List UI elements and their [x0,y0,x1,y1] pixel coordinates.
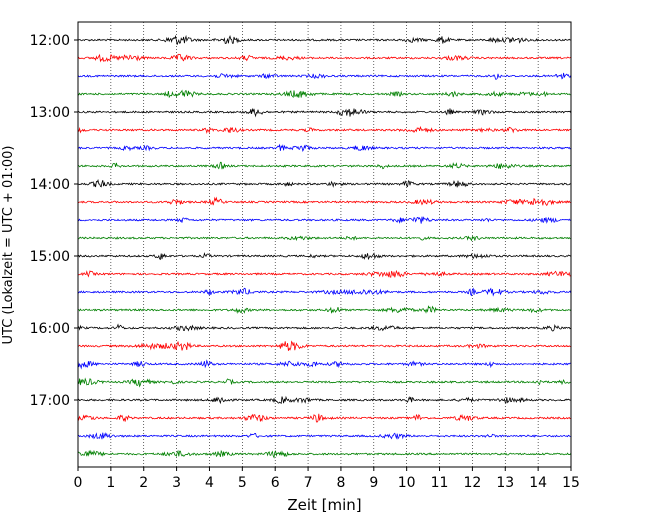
x-tick-label: 2 [139,475,148,491]
trace-line [77,161,571,170]
trace-line [77,359,571,370]
x-axis: 0 1 2 3 4 5 6 7 8 9 10 11 12 13 14 15 [74,467,580,491]
x-tick-label: 1 [106,475,115,491]
trace-line [77,216,571,224]
y-axis-label: UTC (Lokalzeit = UTC + 01:00) [1,146,16,345]
x-tick-label: 15 [562,475,580,491]
trace-line [77,235,571,242]
trace-line [77,449,572,459]
x-tick-label: 13 [496,475,514,491]
trace-line [77,269,571,278]
grid-lines [110,22,539,467]
trace-line [77,305,572,315]
trace-line [77,53,571,63]
trace-line [77,72,572,80]
x-tick-label: 14 [529,475,547,491]
x-tick-label: 6 [271,475,280,491]
trace-line [77,432,571,440]
plot-frame [77,21,572,468]
y-tick-label: 14:00 [30,177,70,193]
trace-line [77,287,572,297]
x-tick-label: 4 [205,475,214,491]
trace-line [77,143,571,152]
trace-line [77,395,571,405]
x-tick-label: 7 [304,475,313,491]
trace-line [77,125,571,135]
y-tick-label: 17:00 [30,393,70,409]
x-tick-label: 11 [431,475,449,491]
trace-line [77,252,572,261]
y-tick-label: 15:00 [30,249,70,265]
x-tick-label: 9 [369,475,378,491]
trace-line [77,323,572,332]
trace-line [77,340,571,351]
trace-line [77,413,571,423]
x-tick-label: 5 [238,475,247,491]
trace-line [77,107,572,118]
x-tick-label: 8 [336,475,345,491]
trace-line [77,377,571,388]
x-axis-label: Zeit [min] [287,496,361,514]
x-tick-label: 3 [172,475,181,491]
trace-line [77,179,571,188]
x-tick-label: 0 [74,475,83,491]
trace-line [77,89,571,99]
y-axis: 12:00 13:00 14:00 15:00 16:00 17:00 [30,33,78,409]
x-tick-label: 10 [398,475,416,491]
trace-line [77,34,571,45]
x-tick-label: 12 [463,475,481,491]
y-tick-label: 12:00 [30,33,70,49]
trace-line [77,196,571,207]
y-tick-label: 16:00 [30,321,70,337]
trace-group [77,34,572,459]
y-tick-label: 13:00 [30,105,70,121]
